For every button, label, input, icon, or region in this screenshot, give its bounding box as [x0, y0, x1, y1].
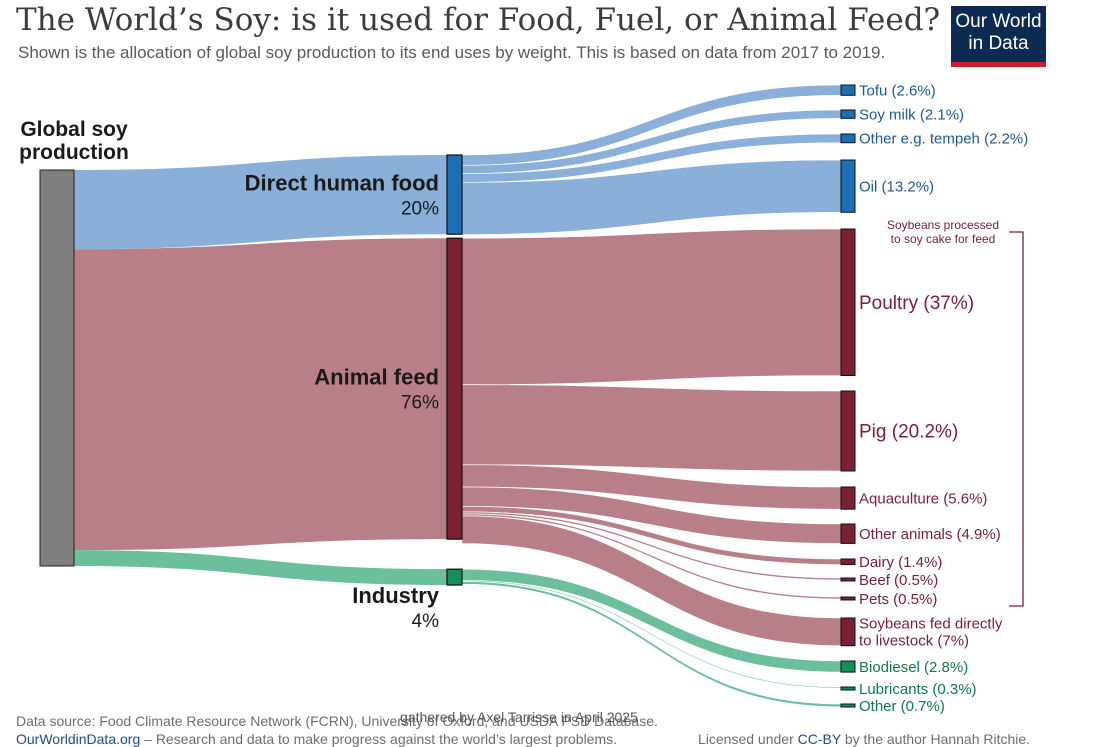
- footer-tagline: OurWorldinData.org – Research and data t…: [16, 731, 617, 747]
- node-beef: [840, 577, 856, 582]
- soy-cake-annotation: Soybeans processed to soy cake for feed: [887, 218, 999, 246]
- leaf-label-pets: Pets (0.5%): [859, 591, 937, 608]
- leaf-label-pig: Pig (20.2%): [859, 422, 958, 443]
- flow-source-to-animal-feed: [74, 238, 447, 551]
- category-name-industry: Industry: [352, 583, 440, 608]
- leaf-label-aquaculture: Aquaculture (5.6%): [859, 490, 987, 507]
- leaf-label-tofu: Tofu (2.6%): [859, 82, 936, 99]
- nodes-layer: [39, 84, 856, 708]
- leaf-label-soybeans-fed-directly-to-livestock: Soybeans fed directly to livestock (7%): [859, 616, 1003, 650]
- logo-line-2: in Data: [968, 33, 1029, 54]
- data-source-note: Data source: Food Climate Resource Netwo…: [16, 713, 658, 729]
- credit-note: gathered by Axel Tarrisse in April 2025: [400, 709, 638, 725]
- node-other: [840, 703, 856, 708]
- leaf-label-soy-milk: Soy milk (2.1%): [859, 106, 964, 123]
- leaf-label-other-animals: Other animals (4.9%): [859, 526, 1001, 543]
- leaf-label-beef: Beef (0.5%): [859, 572, 938, 589]
- flow-animal-feed-to-pig: [461, 384, 842, 472]
- soy-cake-bracket: [1009, 231, 1024, 607]
- license-suffix: by the author Hannah Ritchie.: [840, 731, 1031, 747]
- flows-layer: [74, 84, 842, 708]
- flow-source-to-direct-human-food: [74, 155, 447, 250]
- node-tofu: [840, 84, 856, 96]
- category-value-industry: 4%: [412, 611, 440, 632]
- node-pets: [840, 596, 856, 601]
- source-label: Global soy production: [19, 118, 129, 164]
- node-poultry: [840, 228, 856, 377]
- logo-line-1: Our World: [955, 11, 1042, 32]
- node-oil: [840, 159, 856, 213]
- node-animal-feed: [446, 237, 463, 540]
- node-aquaculture: [840, 486, 856, 510]
- license-prefix: Licensed under: [698, 731, 798, 747]
- node-soybeans-fed-directly-to-livestock: [840, 617, 856, 647]
- owid-logo[interactable]: Our World in Data: [951, 6, 1046, 67]
- owid-tagline: – Research and data to make progress aga…: [140, 731, 618, 747]
- flow-animal-feed-to-poultry: [461, 228, 842, 386]
- node-industry: [446, 568, 463, 586]
- flow-source-to-industry: [74, 550, 447, 585]
- node-global-soy-production: [39, 169, 75, 567]
- license-link[interactable]: CC-BY: [797, 731, 841, 747]
- category-name-animal-feed: Animal feed: [314, 365, 439, 390]
- leaf-label-oil: Oil (13.2%): [859, 178, 934, 195]
- labels-layer: Tofu (2.6%) Soy milk (2.1%) Other e.g. tem…: [19, 82, 1028, 714]
- node-lubricants: [840, 686, 856, 691]
- leaf-label-other: Other (0.7%): [859, 698, 945, 715]
- flow-industry-to-other: [461, 581, 842, 708]
- node-biodiesel: [840, 660, 856, 673]
- flow-direct-human-food-to-tofu: [461, 84, 842, 166]
- leaf-label-poultry: Poultry (37%): [859, 293, 974, 314]
- category-value-animal-feed: 76%: [401, 393, 439, 414]
- chart-title: The World’s Soy: is it used for Food, Fu…: [16, 2, 941, 38]
- node-dairy: [840, 558, 856, 566]
- leaf-label-dairy: Dairy (1.4%): [859, 554, 942, 571]
- category-name-direct-human-food: Direct human food: [245, 171, 439, 196]
- node-soy-milk: [840, 109, 856, 119]
- node-direct-human-food: [446, 154, 463, 235]
- category-value-direct-human-food: 20%: [401, 199, 439, 220]
- leaf-label-other-e-g-tempeh: Other e.g. tempeh (2.2%): [859, 131, 1028, 148]
- leaf-label-biodiesel: Biodiesel (2.8%): [859, 659, 968, 676]
- node-pig: [840, 390, 856, 472]
- leaf-label-lubricants: Lubricants (0.3%): [859, 681, 977, 698]
- chart-subtitle: Shown is the allocation of global soy pr…: [18, 43, 886, 62]
- license-note: Licensed under CC-BY by the author Hanna…: [698, 731, 1030, 747]
- node-other-animals: [840, 523, 856, 544]
- owid-link[interactable]: OurWorldinData.org: [16, 731, 141, 747]
- node-other-e-g-tempeh: [840, 133, 856, 144]
